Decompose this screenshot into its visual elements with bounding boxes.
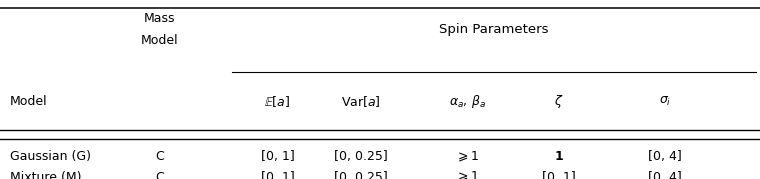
Text: $\sigma_i$: $\sigma_i$ [659, 95, 671, 108]
Text: Mixture (M): Mixture (M) [10, 171, 81, 179]
Text: $\mathbb{E}[a]$: $\mathbb{E}[a]$ [264, 94, 290, 109]
Text: [0, 4]: [0, 4] [648, 171, 682, 179]
Text: C: C [155, 150, 164, 163]
Text: [0, 1]: [0, 1] [542, 171, 575, 179]
Text: $\geqslant 1$: $\geqslant 1$ [455, 149, 480, 164]
Text: $\geqslant 1$: $\geqslant 1$ [455, 170, 480, 179]
Text: $\alpha_a,\,\beta_a$: $\alpha_a,\,\beta_a$ [449, 93, 486, 110]
Text: Gaussian (G): Gaussian (G) [10, 150, 91, 163]
Text: C: C [155, 171, 164, 179]
Text: $\mathbf{1}$: $\mathbf{1}$ [554, 150, 563, 163]
Text: [0, 1]: [0, 1] [261, 171, 294, 179]
Text: [0, 4]: [0, 4] [648, 150, 682, 163]
Text: [0, 0.25]: [0, 0.25] [334, 171, 388, 179]
Text: Model: Model [10, 95, 48, 108]
Text: $\zeta$: $\zeta$ [554, 93, 563, 110]
Text: $\mathrm{Var}[a]$: $\mathrm{Var}[a]$ [341, 94, 381, 109]
Text: [0, 1]: [0, 1] [261, 150, 294, 163]
Text: Spin Parameters: Spin Parameters [439, 23, 549, 36]
Text: [0, 0.25]: [0, 0.25] [334, 150, 388, 163]
Text: Model: Model [141, 34, 179, 47]
Text: Mass: Mass [144, 12, 176, 25]
